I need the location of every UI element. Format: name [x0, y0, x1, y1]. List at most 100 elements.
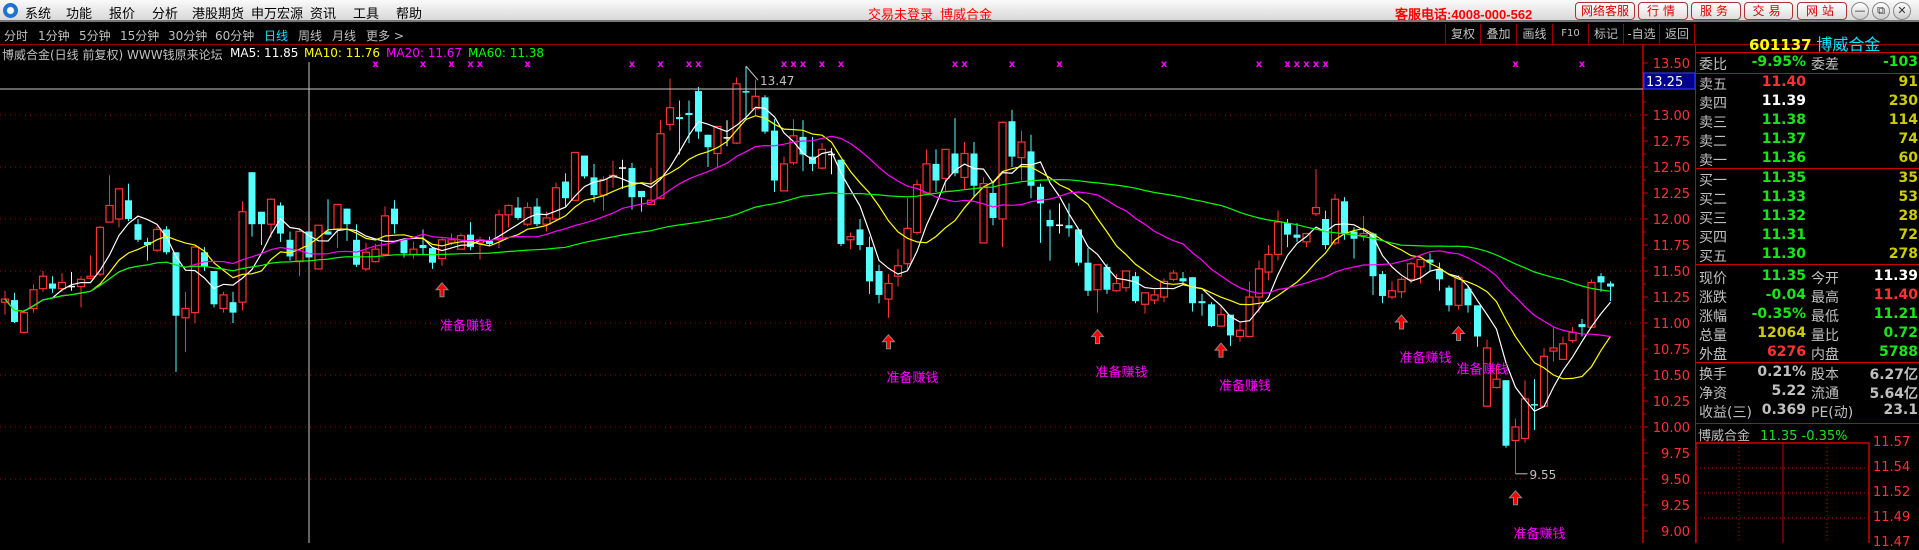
ask-row[interactable]: 卖三 11.38 114: [1696, 112, 1919, 131]
buy-arrow-icon: [1213, 342, 1229, 358]
menu-item-swhy[interactable]: 申万宏源: [251, 7, 304, 22]
tab-60min[interactable]: 60分钟: [215, 29, 255, 43]
close-icon[interactable]: ✕: [1893, 2, 1911, 20]
candle-body: [1159, 280, 1169, 298]
axis-label: 13.50: [1653, 57, 1690, 72]
candle-body: [371, 248, 380, 263]
candle: [1208, 302, 1215, 328]
tab-30min[interactable]: 30分钟: [168, 29, 208, 43]
candle-body: [324, 231, 332, 235]
buy-arrow-icon: [1451, 325, 1466, 341]
candle-body: [1284, 223, 1291, 235]
menu-item-help[interactable]: 帮助: [396, 7, 423, 22]
service-button[interactable]: 服务: [1691, 2, 1741, 20]
signal-x-mark: x: [420, 59, 427, 70]
level-volume: 74: [1898, 131, 1918, 147]
restore-icon[interactable]: ⧉: [1872, 2, 1890, 20]
candle-body: [1531, 404, 1538, 406]
candle: [713, 125, 722, 167]
tab-1min[interactable]: 1分钟: [38, 29, 70, 43]
tab-intraday[interactable]: 分时: [4, 29, 29, 43]
signal-x-mark: x: [1322, 59, 1329, 70]
tab-5min[interactable]: 5分钟: [79, 29, 111, 43]
fund-label: 收益(三): [1699, 405, 1752, 421]
overlay-button[interactable]: 叠加: [1480, 24, 1516, 45]
bid-row[interactable]: 买三 11.32 28: [1696, 208, 1919, 227]
app-logo-icon: [3, 3, 18, 18]
signal-x-mark: x: [952, 59, 959, 70]
candle-body: [1065, 225, 1073, 229]
menu-item-analysis[interactable]: 分析: [152, 7, 179, 22]
candle-body: [941, 148, 950, 180]
candle-body: [190, 246, 200, 314]
bid-row[interactable]: 买四 11.31 72: [1696, 227, 1919, 246]
mark-button[interactable]: 标记: [1588, 24, 1623, 45]
stat-label: 今开: [1811, 271, 1839, 287]
candle: [429, 248, 436, 269]
level-volume: 35: [1898, 170, 1918, 186]
login-status[interactable]: 交易未登录: [868, 8, 934, 23]
mini-price: 11.35: [1760, 429, 1798, 444]
menu-item-news[interactable]: 资讯: [310, 7, 337, 22]
candle-body: [1273, 221, 1283, 255]
candle-body: [1492, 378, 1501, 389]
draw-line-button[interactable]: 画线: [1516, 24, 1552, 45]
candle-body: [144, 241, 151, 245]
high-price-label: 13.47: [760, 74, 794, 88]
menu-item-quote[interactable]: 报价: [109, 7, 136, 22]
ask-row[interactable]: 卖四 11.39 230: [1696, 93, 1919, 112]
candle-body: [665, 107, 675, 125]
candle-body: [1597, 276, 1605, 283]
menu-item-system[interactable]: 系统: [25, 7, 52, 22]
mini-intraday-chart[interactable]: [1696, 442, 1919, 543]
candle-body: [19, 312, 29, 333]
menu-item-tools[interactable]: 工具: [353, 7, 380, 22]
candle-body: [248, 172, 256, 225]
tab-more[interactable]: 更多 >: [366, 29, 404, 43]
remove-watchlist-button[interactable]: -自选: [1623, 24, 1659, 45]
candle: [324, 199, 332, 235]
tab-monthly[interactable]: 月线: [332, 29, 357, 43]
tab-weekly[interactable]: 周线: [298, 29, 323, 43]
candle: [1597, 273, 1605, 292]
trade-button[interactable]: 交易: [1744, 2, 1793, 20]
minimize-icon[interactable]: —: [1851, 2, 1869, 20]
candle-body: [1359, 232, 1368, 237]
candle: [1132, 272, 1139, 304]
ask-row[interactable]: 卖二 11.37 74: [1696, 131, 1919, 150]
candle: [599, 176, 608, 211]
ma60-value: MA60: 11.38: [468, 46, 545, 60]
candle-body: [685, 112, 693, 115]
candle: [1445, 285, 1453, 312]
candle-body: [695, 91, 702, 132]
menu-item-function[interactable]: 功能: [66, 7, 93, 22]
ma60-line: [4, 178, 1611, 312]
candle-body: [1578, 324, 1586, 328]
bid-row[interactable]: 买二 11.33 53: [1696, 189, 1919, 208]
candle: [68, 272, 75, 291]
tab-15min[interactable]: 15分钟: [120, 29, 160, 43]
website-button[interactable]: 网站: [1797, 2, 1847, 20]
quote-row: 现价 11.35 今开 11.39: [1696, 268, 1919, 287]
candle-body: [437, 239, 447, 260]
candle: [1464, 285, 1472, 313]
candle-body: [1227, 314, 1234, 336]
ask-row[interactable]: 卖五 11.40 91: [1696, 74, 1919, 93]
stock-name: 博威合金: [1816, 35, 1881, 54]
candle-body: [542, 217, 551, 225]
market-button[interactable]: 行情: [1638, 2, 1688, 20]
f10-button[interactable]: F10: [1552, 24, 1588, 45]
kline-chart[interactable]: 13.50 13.00 12.75 12.50 12.25 12.00 11.75 11.50…: [0, 0, 1695, 543]
ask-row[interactable]: 卖一 11.36 60: [1696, 150, 1919, 169]
adjust-button[interactable]: 复权: [1445, 24, 1480, 45]
candle: [1492, 364, 1501, 389]
bid-row[interactable]: 买一 11.35 35: [1696, 170, 1919, 189]
axis-label: 13.00: [1653, 109, 1690, 124]
menu-item-hk-futures[interactable]: 港股期货: [192, 7, 245, 22]
candle-body: [400, 239, 408, 254]
axis-label: 9.00: [1661, 525, 1690, 540]
tab-daily[interactable]: 日线: [264, 29, 289, 43]
online-service-button[interactable]: 网络客服: [1575, 2, 1635, 20]
bid-row[interactable]: 买五 11.30 278: [1696, 246, 1919, 265]
back-button[interactable]: 返回: [1659, 24, 1695, 45]
